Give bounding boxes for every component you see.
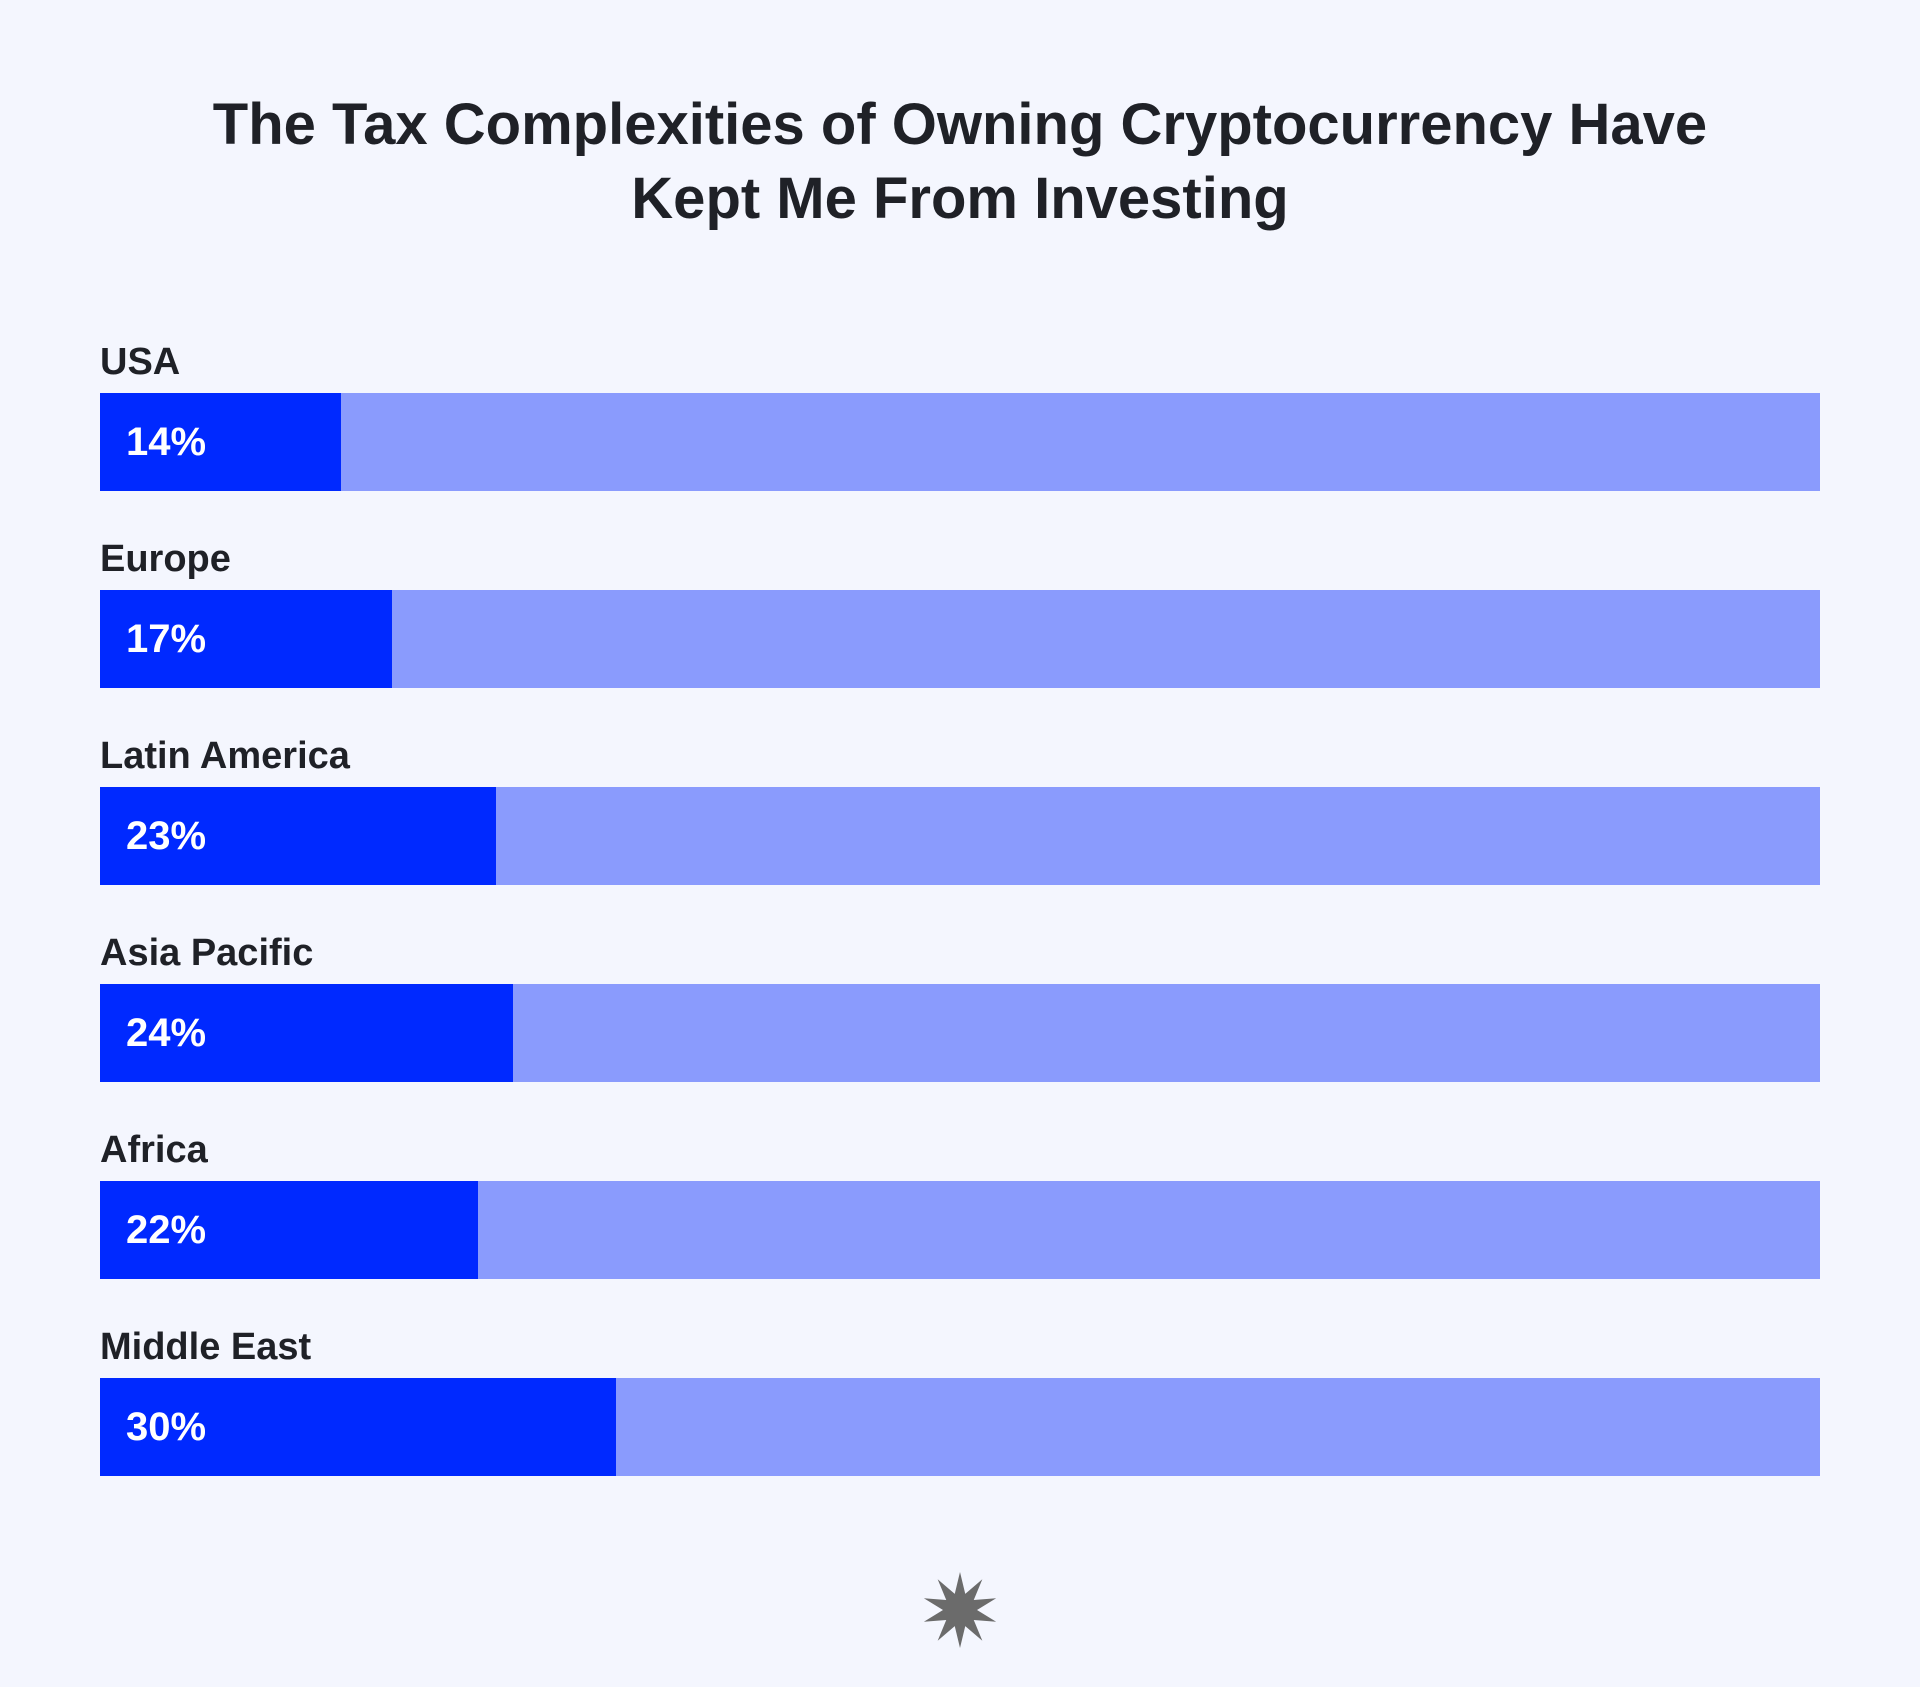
bar-row: USA 14% — [100, 337, 1820, 534]
bar-chart: USA 14% Europe 17% Latin America 23% Asia Paci… — [100, 337, 1820, 1519]
category-label: Africa — [100, 1129, 208, 1171]
value-label: 22% — [126, 1208, 207, 1252]
bar-row: Latin America 23% — [100, 731, 1820, 928]
value-label: 23% — [126, 814, 207, 858]
bar-row: Europe 17% — [100, 534, 1820, 731]
bar-track: 30% — [100, 1378, 1820, 1476]
category-label: Middle East — [100, 1326, 312, 1368]
bar-row: Middle East 30% — [100, 1322, 1820, 1519]
bar-track: 24% — [100, 984, 1820, 1082]
bar — [100, 984, 513, 1082]
bar-track: 22% — [100, 1181, 1820, 1279]
value-label: 24% — [126, 1011, 207, 1055]
bar-track: 14% — [100, 393, 1820, 491]
category-label: Latin America — [100, 735, 350, 777]
category-label: Asia Pacific — [100, 932, 314, 974]
bar — [100, 393, 341, 491]
value-label: 30% — [126, 1405, 207, 1449]
category-label: Europe — [100, 538, 231, 580]
bar-row: Asia Pacific 24% — [100, 928, 1820, 1125]
bar — [100, 1378, 616, 1476]
chart-title: The Tax Complexities of Owning Cryptocur… — [0, 88, 1920, 236]
bar-row: Africa 22% — [100, 1125, 1820, 1322]
bar-track: 23% — [100, 787, 1820, 885]
category-label: USA — [100, 341, 181, 383]
chart-title-line-2: Kept Me From Investing — [631, 166, 1289, 231]
starburst-logo-icon — [923, 1572, 997, 1648]
value-label: 17% — [126, 617, 207, 661]
bar-track: 17% — [100, 590, 1820, 688]
value-label: 14% — [126, 420, 207, 464]
bar — [100, 787, 496, 885]
chart-title-line-1: The Tax Complexities of Owning Cryptocur… — [212, 92, 1708, 157]
bar — [100, 1181, 479, 1279]
bar — [100, 590, 393, 688]
